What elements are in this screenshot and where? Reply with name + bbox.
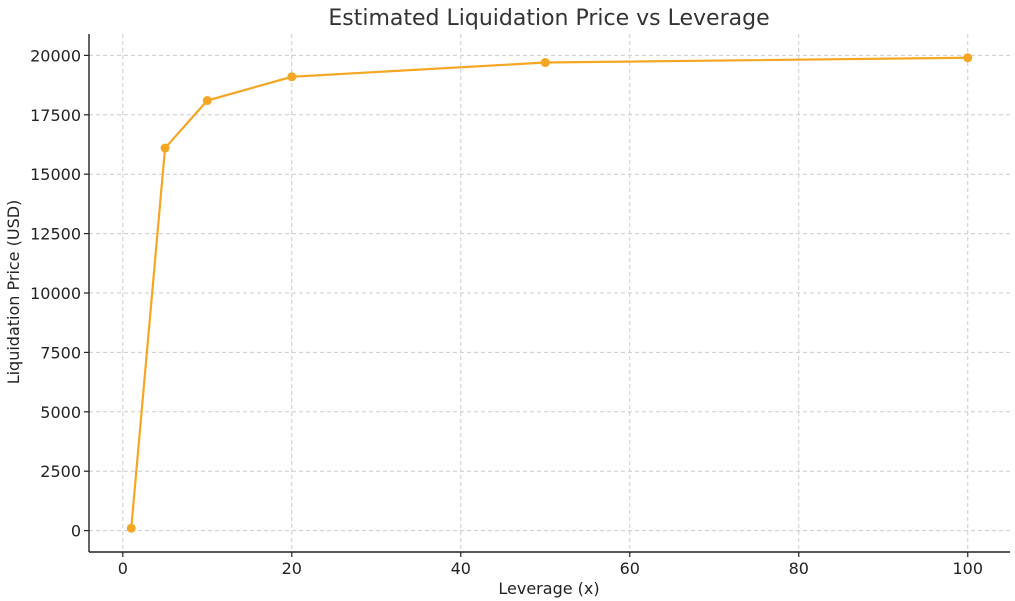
series-line bbox=[130, 56, 968, 529]
y-tick-label: 17500 bbox=[30, 106, 81, 125]
x-axis-ticks: 0 20 40 60 80 100 bbox=[118, 552, 983, 578]
data-point bbox=[202, 96, 212, 106]
x-tick-label: 40 bbox=[451, 559, 471, 578]
y-tick-label: 0 bbox=[71, 522, 81, 541]
y-tick-label: 5000 bbox=[40, 403, 81, 422]
x-tick-label: 0 bbox=[118, 559, 128, 578]
y-tick-label: 2500 bbox=[40, 462, 81, 481]
grid bbox=[89, 34, 1010, 552]
y-axis-label: Liquidation Price (USD) bbox=[4, 200, 23, 385]
data-point bbox=[160, 143, 170, 153]
axes bbox=[88, 34, 1010, 553]
y-axis-ticks: 0 2500 5000 7500 10000 12500 15000 17500 20000 bbox=[30, 46, 89, 541]
y-tick-label: 15000 bbox=[30, 165, 81, 184]
y-tick-label: 7500 bbox=[40, 343, 81, 362]
y-tick-label: 12500 bbox=[30, 225, 81, 244]
chart-title: Estimated Liquidation Price vs Leverage bbox=[328, 6, 769, 31]
x-tick-label: 100 bbox=[952, 559, 983, 578]
x-tick-label: 80 bbox=[789, 559, 809, 578]
x-axis-label: Leverage (x) bbox=[498, 579, 599, 598]
x-tick-label: 60 bbox=[620, 559, 640, 578]
y-tick-label: 20000 bbox=[30, 46, 81, 65]
data-point bbox=[963, 53, 973, 63]
data-point bbox=[287, 72, 297, 82]
y-tick-label: 10000 bbox=[30, 284, 81, 303]
series bbox=[126, 53, 973, 533]
data-point bbox=[540, 58, 550, 68]
x-tick-label: 20 bbox=[282, 559, 302, 578]
data-point bbox=[126, 523, 136, 533]
